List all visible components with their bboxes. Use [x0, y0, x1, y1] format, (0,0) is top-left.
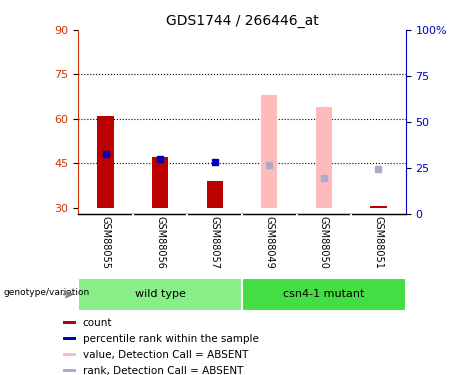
Bar [152, 158, 168, 208]
Title: GDS1744 / 266446_at: GDS1744 / 266446_at [165, 13, 319, 28]
Bar [78, 278, 242, 311]
Text: value, Detection Call = ABSENT: value, Detection Call = ABSENT [83, 350, 248, 360]
Bar [242, 278, 406, 311]
Bar [63, 321, 76, 324]
Text: GSM88057: GSM88057 [210, 216, 220, 268]
Bar [63, 337, 76, 340]
Text: wild type: wild type [135, 290, 186, 299]
Bar [207, 181, 223, 208]
Text: percentile rank within the sample: percentile rank within the sample [83, 334, 259, 344]
Bar [63, 353, 76, 356]
Bar [97, 116, 114, 208]
Text: count: count [83, 318, 112, 328]
Text: GSM88050: GSM88050 [319, 216, 329, 268]
Bar [261, 95, 278, 208]
Text: GSM88056: GSM88056 [155, 216, 165, 268]
Bar [63, 369, 76, 372]
Bar [370, 206, 387, 208]
Bar [316, 107, 332, 208]
Text: csn4-1 mutant: csn4-1 mutant [283, 290, 365, 299]
Text: GSM88051: GSM88051 [373, 216, 384, 268]
Text: GSM88055: GSM88055 [100, 216, 111, 268]
Text: genotype/variation: genotype/variation [4, 288, 90, 297]
Text: rank, Detection Call = ABSENT: rank, Detection Call = ABSENT [83, 366, 243, 375]
Text: GSM88049: GSM88049 [264, 216, 274, 268]
